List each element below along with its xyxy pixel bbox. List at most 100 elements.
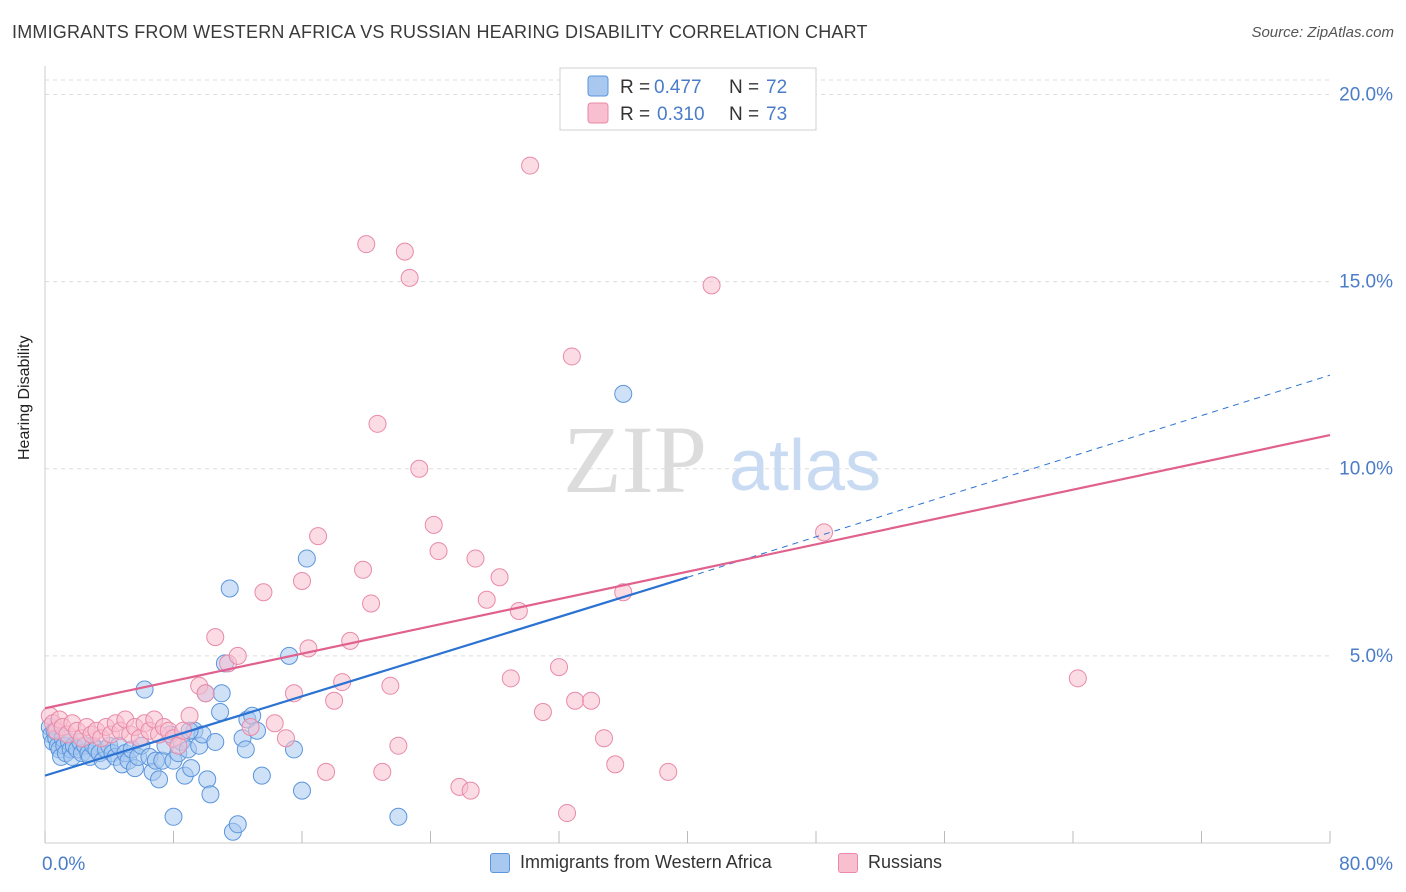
data-point (606, 755, 625, 774)
data-point (362, 594, 381, 613)
data-point (220, 579, 239, 598)
legend-r-value: 0.477 (654, 77, 702, 98)
data-point (236, 740, 255, 759)
legend-swatch-blue (587, 75, 609, 97)
data-point (614, 384, 633, 403)
data-point (594, 729, 613, 748)
x-tick-label: 80.0% (1339, 854, 1393, 875)
data-point (368, 414, 387, 433)
data-point (466, 549, 485, 568)
data-point (389, 736, 408, 755)
legend-item-russians: Russians (838, 852, 942, 873)
series-russians (40, 156, 1087, 823)
data-point (582, 691, 601, 710)
legend-r-value: 0.310 (657, 104, 705, 125)
data-point (521, 156, 540, 175)
data-point (424, 515, 443, 534)
data-point (659, 762, 678, 781)
x-tick-label: 0.0% (42, 854, 85, 875)
trend-line-extension (687, 374, 1331, 578)
data-point (135, 680, 154, 699)
data-point (395, 242, 414, 261)
y-tick-label: 5.0% (1350, 646, 1393, 667)
data-point (533, 703, 552, 722)
data-point (381, 676, 400, 695)
data-point (201, 785, 220, 804)
data-point (164, 807, 183, 826)
trend-line (44, 576, 688, 777)
data-point (558, 804, 577, 823)
y-tick-label: 10.0% (1339, 459, 1393, 480)
legend-item-immigrants-western-africa: Immigrants from Western Africa (490, 852, 772, 873)
data-point (293, 572, 311, 591)
data-point (566, 691, 585, 710)
data-point (196, 684, 215, 703)
data-point (206, 628, 225, 647)
data-point (228, 646, 247, 665)
data-point (293, 781, 311, 800)
watermark-atlas: atlas (729, 426, 881, 506)
legend-n-value: 72 (766, 77, 787, 98)
watermark-zip: ZIP (563, 406, 707, 513)
data-point (309, 527, 328, 546)
data-point (490, 568, 509, 587)
legend-swatch-pink (587, 102, 609, 124)
data-point (169, 736, 188, 755)
legend-n-label: N = (729, 77, 759, 98)
trend-line (44, 433, 1331, 710)
data-point (400, 268, 419, 287)
y-axis-label: Hearing Disability (16, 335, 33, 461)
y-tick-label: 20.0% (1339, 84, 1393, 105)
data-point (150, 770, 169, 789)
data-point (252, 766, 271, 785)
data-point (276, 729, 295, 748)
data-point (341, 631, 360, 650)
data-point (212, 684, 231, 703)
source-note: Source: ZipAtlas.com (1251, 24, 1394, 41)
data-point (254, 583, 273, 602)
data-point (297, 549, 316, 568)
watermark: ZIP atlas (563, 406, 881, 513)
data-point (815, 523, 834, 542)
legend-n-label: N = (729, 104, 759, 125)
y-tick-label: 15.0% (1339, 272, 1393, 293)
data-point (211, 703, 230, 722)
trend-lines (44, 374, 1331, 777)
data-point (501, 669, 520, 688)
data-point (198, 770, 217, 789)
data-point (325, 691, 344, 710)
legend-r-label: R = (620, 104, 650, 125)
data-point (373, 762, 392, 781)
data-point (228, 815, 247, 834)
tick-labels: 5.0% 10.0% 15.0% 20.0% 0.0% 80.0% (42, 84, 1393, 875)
data-point (702, 276, 721, 295)
data-point (317, 762, 336, 781)
data-point (550, 658, 568, 677)
data-point (354, 560, 373, 579)
data-point (357, 235, 376, 254)
legend-swatch-pink (838, 852, 858, 873)
data-point (389, 807, 408, 826)
series-immigrants-western-africa (40, 384, 633, 841)
chart-title: IMMIGRANTS FROM WESTERN AFRICA VS RUSSIA… (12, 22, 868, 42)
data-point (265, 714, 284, 733)
bottom-legend: Immigrants from Western Africa Russians (0, 852, 1406, 878)
data-point (562, 347, 581, 366)
data-point (461, 781, 480, 800)
legend-r-label: R = (620, 77, 650, 98)
data-point (206, 732, 225, 751)
data-point (1068, 669, 1087, 688)
data-point (429, 542, 448, 561)
data-point (509, 601, 528, 620)
data-point (182, 759, 201, 778)
legend-n-value: 73 (766, 104, 787, 125)
grid (45, 79, 1330, 657)
data-point (180, 706, 199, 725)
legend-label: Immigrants from Western Africa (520, 852, 772, 872)
data-point (410, 459, 429, 478)
legend-label: Russians (868, 852, 943, 872)
legend-box: R = 0.477 N = 72 R = 0.310 N = 73 (559, 67, 817, 131)
data-point (241, 717, 260, 736)
legend-swatch-blue (490, 852, 510, 873)
